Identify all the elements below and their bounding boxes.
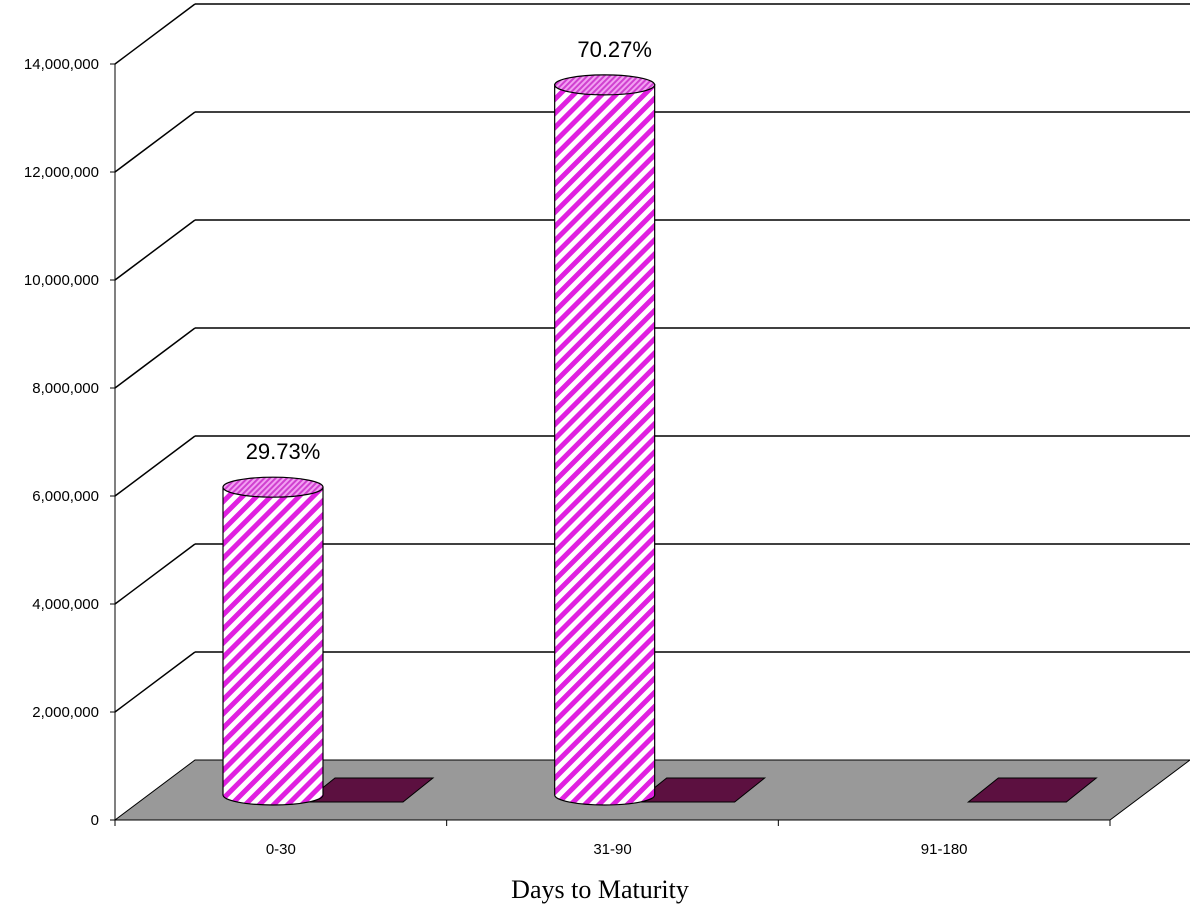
plot-area: 0 2,000,000 4,000,000 6,000,000 8,000,000 10,… bbox=[24, 3, 1190, 858]
y-tick-label: 6,000,000 bbox=[32, 488, 99, 505]
x-tick-label: 0-30 bbox=[266, 841, 296, 858]
side-gridline bbox=[114, 435, 196, 497]
series2-bar bbox=[966, 777, 1098, 803]
bar-cylinder-body bbox=[222, 486, 324, 806]
data-label: 70.27% bbox=[577, 37, 652, 62]
side-gridline bbox=[114, 651, 196, 713]
data-label: 29.73% bbox=[246, 439, 321, 464]
y-tick-label: 14,000,000 bbox=[24, 56, 99, 73]
y-tick-label: 2,000,000 bbox=[32, 704, 99, 721]
x-tick-label: 31-90 bbox=[593, 841, 631, 858]
y-tick-label: 8,000,000 bbox=[32, 380, 99, 397]
y-tick-label: 0 bbox=[91, 812, 99, 829]
x-tick-label: 91-180 bbox=[921, 841, 968, 858]
side-gridline bbox=[114, 543, 196, 605]
side-gridline bbox=[114, 219, 196, 281]
series2-bar bbox=[303, 777, 435, 803]
y-tick-label: 10,000,000 bbox=[24, 272, 99, 289]
series2-bar bbox=[635, 777, 767, 803]
x-axis-title: Days to Maturity bbox=[511, 875, 689, 904]
bar-cylinder-body bbox=[554, 84, 656, 806]
y-tick-label: 4,000,000 bbox=[32, 596, 99, 613]
side-gridline bbox=[114, 327, 196, 389]
bar-cylinder-top bbox=[554, 74, 656, 96]
side-gridline bbox=[114, 111, 196, 173]
y-tick-label: 12,000,000 bbox=[24, 164, 99, 181]
bar-cylinder-top bbox=[222, 476, 324, 498]
side-gridline bbox=[114, 3, 196, 65]
